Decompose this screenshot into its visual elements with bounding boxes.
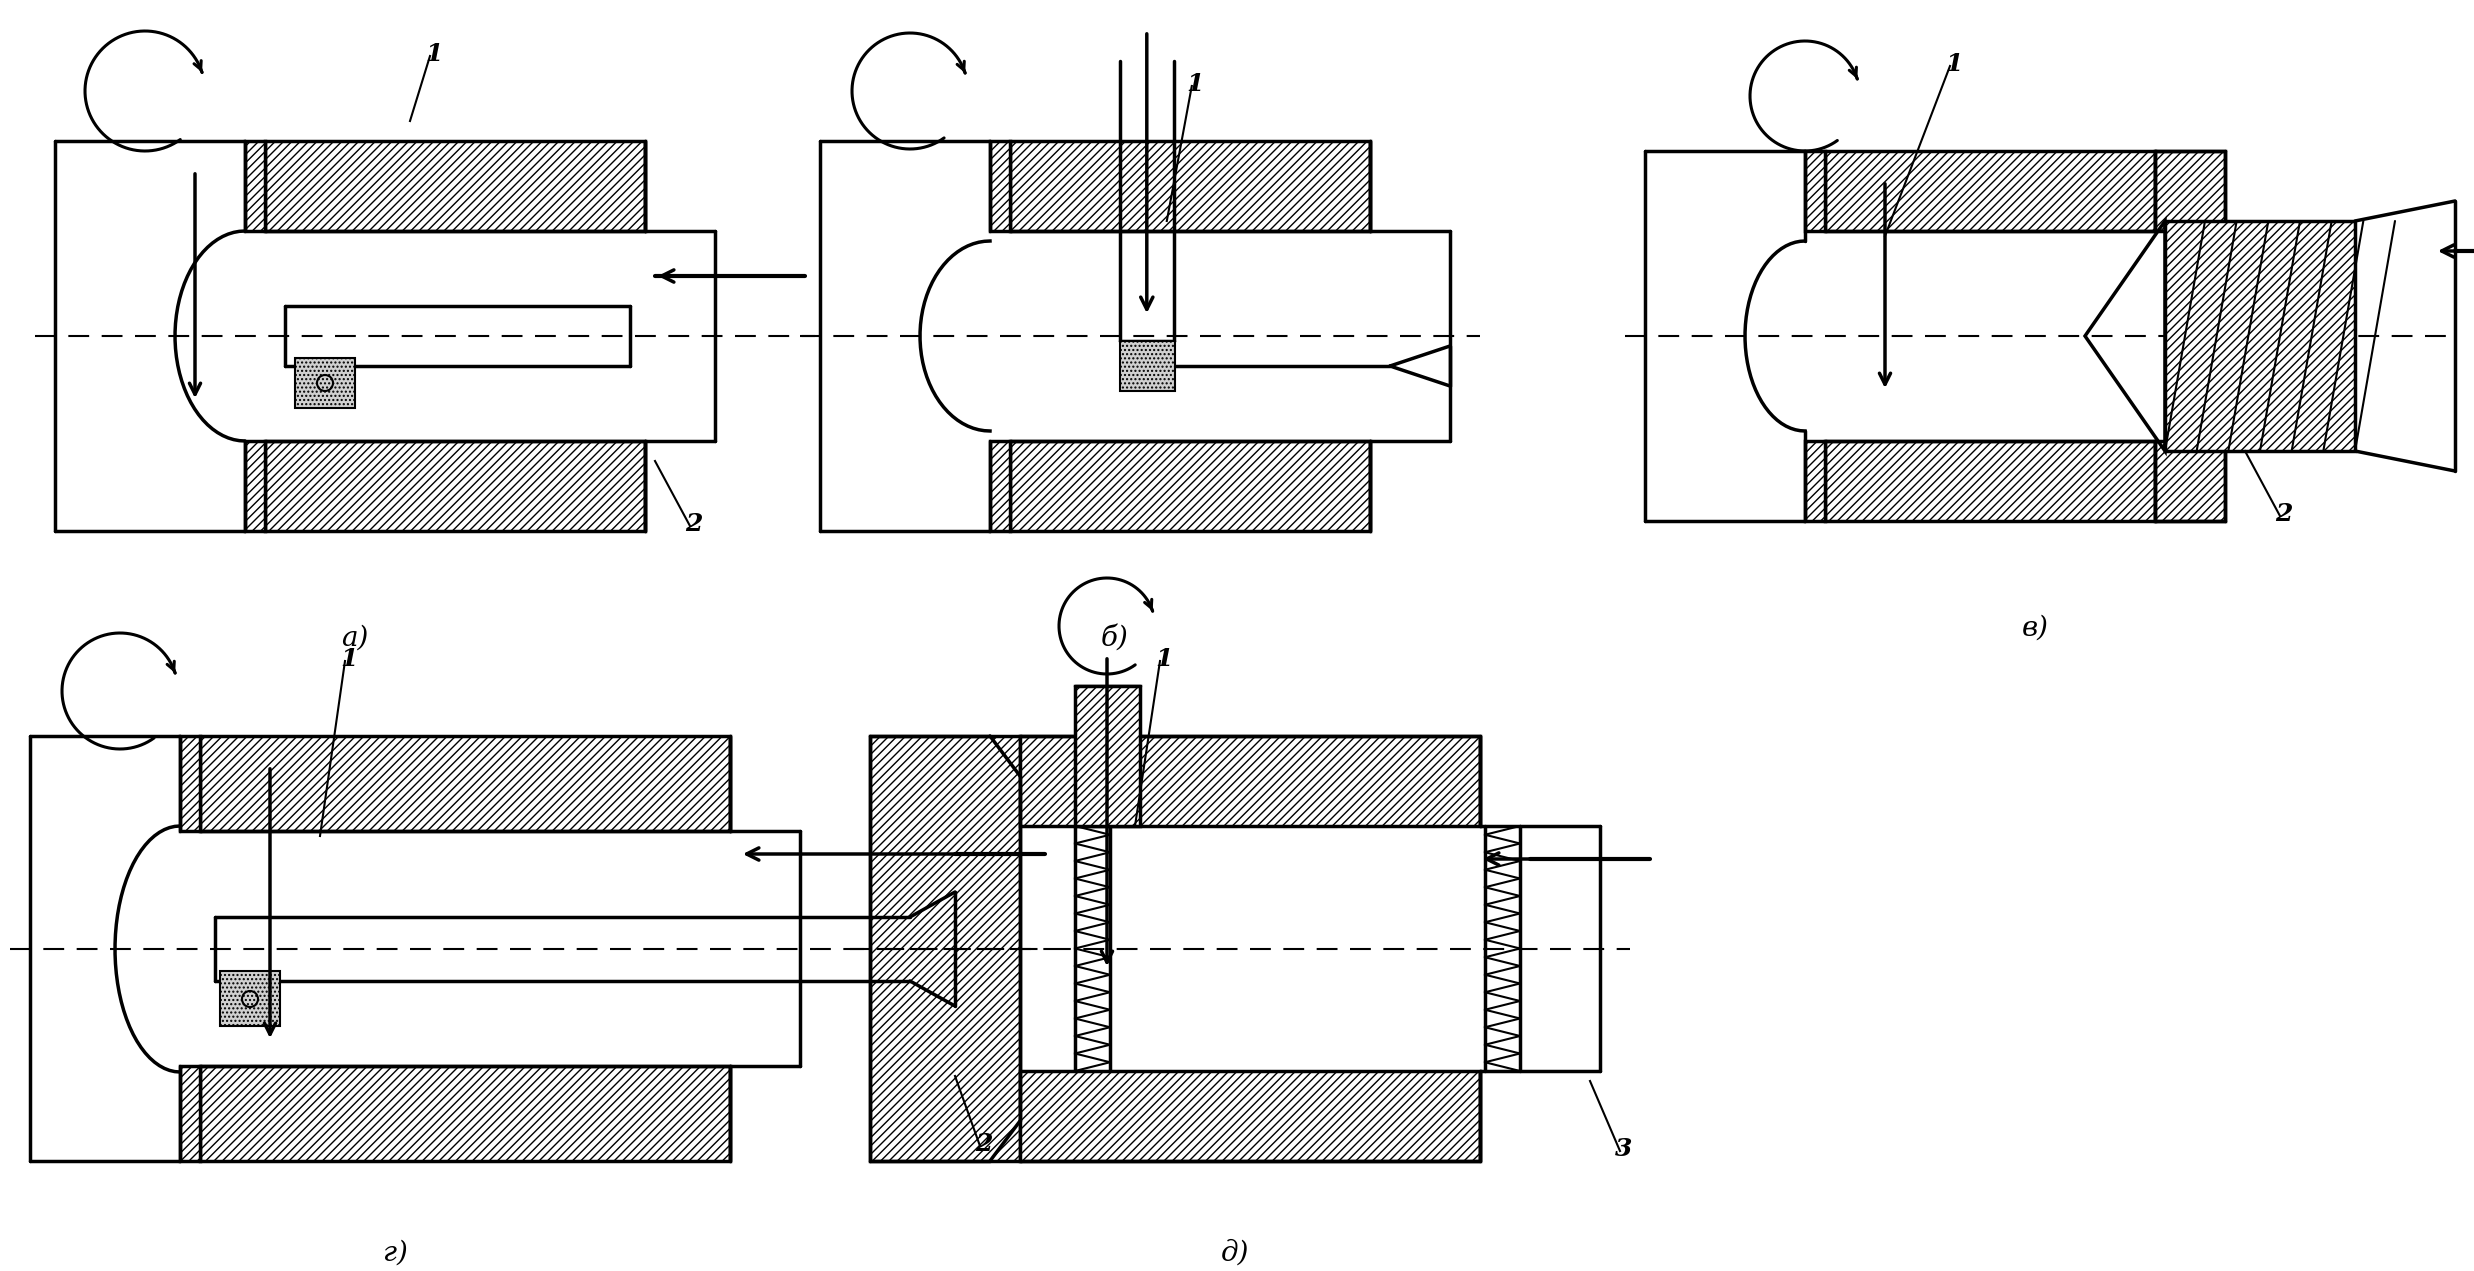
Bar — [200, 1066, 730, 1160]
Bar — [1826, 151, 2155, 231]
Bar — [871, 736, 1019, 1160]
Text: 1: 1 — [426, 42, 443, 66]
Text: а): а) — [341, 625, 369, 652]
Bar — [1019, 1071, 1479, 1160]
Bar — [220, 971, 280, 1026]
Bar — [1009, 441, 1371, 531]
Text: 3: 3 — [1616, 1138, 1633, 1160]
Bar — [200, 736, 730, 831]
Text: 1: 1 — [1188, 72, 1205, 97]
Bar — [245, 141, 265, 231]
Text: б): б) — [1101, 625, 1128, 652]
Text: в): в) — [2021, 615, 2048, 642]
Text: д): д) — [1220, 1240, 1249, 1267]
Text: 2: 2 — [2276, 502, 2293, 526]
Text: 1: 1 — [1155, 647, 1173, 671]
Bar — [294, 358, 354, 408]
Bar — [265, 441, 646, 531]
Text: 2: 2 — [685, 512, 703, 536]
Bar — [2165, 221, 2355, 451]
Bar — [1806, 151, 1826, 231]
Bar — [990, 441, 1009, 531]
Bar — [1826, 441, 2155, 521]
Text: 1: 1 — [339, 647, 356, 671]
Bar — [1806, 441, 1826, 521]
Bar — [1009, 141, 1371, 231]
Text: 1: 1 — [1945, 52, 1962, 76]
Bar — [990, 141, 1009, 231]
Bar — [1076, 686, 1141, 826]
Bar — [181, 1066, 200, 1160]
Bar — [181, 736, 200, 831]
Bar — [245, 441, 265, 531]
Text: 2: 2 — [975, 1132, 992, 1157]
Bar — [1019, 736, 1479, 826]
Text: г): г) — [383, 1240, 408, 1267]
Bar — [1121, 341, 1175, 391]
Bar — [2155, 151, 2224, 231]
Bar — [2155, 441, 2224, 521]
Bar — [265, 141, 646, 231]
